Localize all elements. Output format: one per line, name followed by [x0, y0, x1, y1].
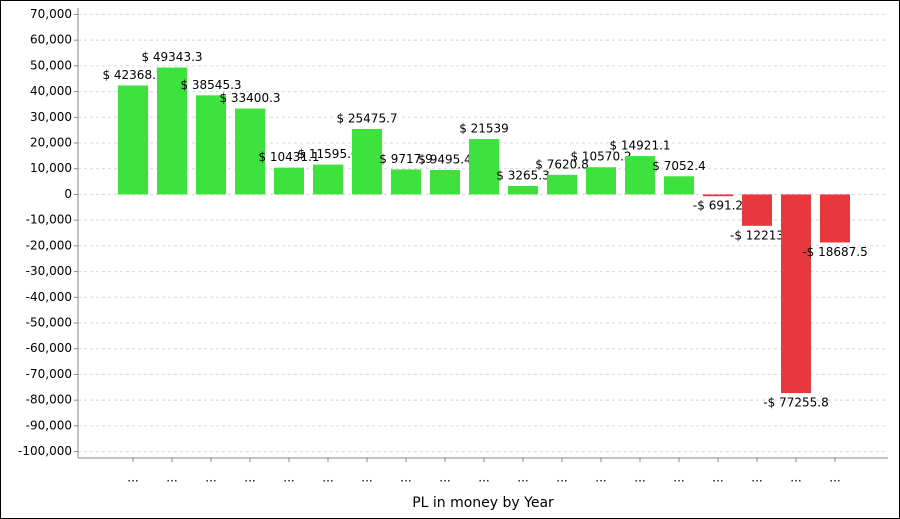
y-tick-label: 40,000	[30, 84, 72, 98]
x-tick-label: ...	[673, 471, 684, 485]
bar	[703, 194, 733, 197]
x-tick-label: ...	[244, 471, 255, 485]
value-label: $ 7052.4	[652, 159, 705, 173]
value-label: $ 25475.7	[336, 111, 397, 125]
x-tick-label: ...	[166, 471, 177, 485]
y-tick-label: 20,000	[30, 136, 72, 150]
bar	[157, 67, 187, 195]
y-tick-label: -10,000	[26, 213, 72, 227]
value-label: $ 10431.1	[258, 150, 319, 164]
value-label: $ 49343.3	[141, 50, 202, 64]
y-tick-label: -100,000	[18, 444, 72, 458]
bar	[586, 167, 616, 195]
bar	[742, 194, 772, 226]
y-tick-label: -30,000	[26, 264, 72, 278]
bar	[625, 156, 655, 195]
value-label: $ 14921.1	[609, 139, 670, 153]
value-label: $ 11595.6	[297, 147, 358, 161]
x-tick-label: ...	[751, 471, 762, 485]
y-tick-label: 60,000	[30, 33, 72, 47]
bar	[391, 169, 421, 195]
value-label: $ 9495.4	[418, 153, 471, 167]
bar	[469, 139, 499, 195]
x-tick-label: ...	[400, 471, 411, 485]
y-tick-label: -70,000	[26, 367, 72, 381]
y-tick-label: 50,000	[30, 58, 72, 72]
bar	[274, 167, 304, 195]
value-label: -$ 691.2	[693, 199, 743, 213]
x-tick-label: ...	[712, 471, 723, 485]
value-label: $ 33400.3	[219, 91, 280, 105]
value-label: $ 10570.2	[570, 150, 631, 164]
y-tick-label: -50,000	[26, 316, 72, 330]
x-tick-label: ...	[790, 471, 801, 485]
x-tick-label: ...	[322, 471, 333, 485]
y-tick-label: -80,000	[26, 393, 72, 407]
y-tick-label: -60,000	[26, 341, 72, 355]
y-tick-label: -90,000	[26, 418, 72, 432]
x-tick-label: ...	[283, 471, 294, 485]
value-label: $ 38545.3	[180, 78, 241, 92]
x-tick-label: ...	[439, 471, 450, 485]
y-tick-label: -40,000	[26, 290, 72, 304]
bar	[820, 194, 850, 243]
y-tick-label: 30,000	[30, 110, 72, 124]
x-tick-label: ...	[361, 471, 372, 485]
y-tick-label: 10,000	[30, 161, 72, 175]
value-label: $ 21539	[459, 122, 509, 136]
bar	[508, 186, 538, 195]
y-tick-label: 70,000	[30, 7, 72, 21]
value-label: $ 9717.9	[379, 152, 432, 166]
value-label: -$ 18687.5	[802, 245, 867, 259]
x-tick-label: ...	[517, 471, 528, 485]
value-label: -$ 12213	[730, 228, 784, 242]
y-tick-label: -20,000	[26, 238, 72, 252]
value-label: $ 7620.8	[535, 157, 588, 171]
x-tick-label: ...	[634, 471, 645, 485]
x-tick-label: ...	[556, 471, 567, 485]
value-label: -$ 77255.8	[763, 396, 828, 410]
bar	[664, 176, 694, 195]
x-tick-label: ...	[595, 471, 606, 485]
value-label: $ 42368.2	[102, 68, 163, 82]
x-tick-label: ...	[205, 471, 216, 485]
x-tick-label: ...	[478, 471, 489, 485]
bar	[547, 174, 577, 195]
bar	[313, 164, 343, 195]
x-tick-label: ...	[829, 471, 840, 485]
value-label: $ 3265.3	[496, 169, 549, 183]
bar	[781, 194, 811, 394]
bar	[235, 108, 265, 195]
y-tick-label: 0	[64, 187, 72, 201]
bar	[118, 85, 148, 195]
bar	[352, 128, 382, 195]
bar	[430, 170, 460, 195]
x-tick-label: ...	[127, 471, 138, 485]
bar	[196, 95, 226, 195]
x-axis-label: PL in money by Year	[412, 495, 554, 511]
